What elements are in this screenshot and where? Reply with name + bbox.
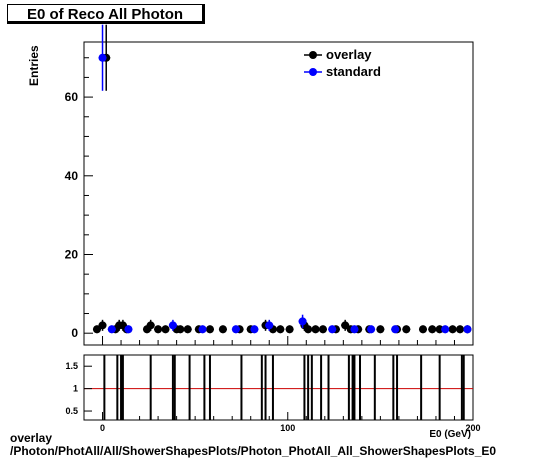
standard-point <box>250 325 259 334</box>
ratio-x-axis-label: E0 (GeV) <box>429 429 471 440</box>
standard-point <box>463 325 472 334</box>
ratio-plot-frame <box>83 354 474 421</box>
overlay-point <box>276 325 285 334</box>
overlay-point <box>341 321 350 330</box>
overlay-point <box>304 325 313 334</box>
y-tick-label: 40 <box>65 169 79 183</box>
legend: overlay standard <box>304 47 381 79</box>
ratio-x-axis: 0 100 200 <box>83 412 481 433</box>
standard-point <box>391 325 400 334</box>
footer-line-1: overlay <box>10 431 53 445</box>
ratio-bars <box>103 355 465 420</box>
overlay-point <box>435 325 444 334</box>
main-plot-frame <box>83 41 474 346</box>
standard-point <box>231 325 240 334</box>
overlay-point <box>311 325 320 334</box>
overlay-point <box>285 325 294 334</box>
legend-standard-marker <box>309 68 317 76</box>
overlay-point <box>376 325 385 334</box>
standard-point <box>441 325 450 334</box>
overlay-point <box>98 321 107 330</box>
overlay-point <box>205 325 214 334</box>
footer: overlay /Photon/PhotAll/All/ShowerShapes… <box>10 432 496 458</box>
main-y-axis: 0 20 40 60 <box>65 57 93 340</box>
ratio-x-tick-label: 200 <box>465 423 480 433</box>
chart-title-box: E0 of Reco All Photon <box>7 4 205 24</box>
chart-title: E0 of Reco All Photon <box>26 6 184 23</box>
standard-point <box>328 325 337 334</box>
y-tick-label: 20 <box>65 247 79 261</box>
overlay-point <box>183 325 192 334</box>
overlay-point <box>154 325 163 334</box>
main-data-points <box>92 24 472 334</box>
overlay-point <box>92 325 101 334</box>
ratio-y-axis: 0.5 1 1.5 <box>65 361 92 416</box>
standard-point <box>168 321 177 330</box>
y-tick-label: 60 <box>65 90 79 104</box>
overlay-point <box>428 325 437 334</box>
overlay-point <box>402 325 411 334</box>
ratio-y-tick-label: 0.5 <box>65 406 78 416</box>
ratio-y-tick-label: 1.5 <box>65 361 78 371</box>
overlay-point <box>318 325 327 334</box>
overlay-point <box>448 325 457 334</box>
standard-point <box>107 325 116 334</box>
standard-point <box>124 325 133 334</box>
footer-line-2: /Photon/PhotAll/All/ShowerShapesPlots/Ph… <box>10 444 497 458</box>
main-x-axis <box>83 336 474 345</box>
overlay-point <box>146 321 155 330</box>
standard-point <box>298 317 307 326</box>
overlay-point <box>176 325 185 334</box>
ratio-x-tick-label: 0 <box>100 423 105 433</box>
overlay-point <box>218 325 227 334</box>
legend-standard-label: standard <box>326 64 381 79</box>
overlay-point <box>161 325 170 334</box>
legend-overlay-marker <box>309 51 317 59</box>
overlay-point <box>418 325 427 334</box>
standard-point <box>367 325 376 334</box>
y-tick-label: 0 <box>71 326 78 340</box>
standard-point <box>350 325 359 334</box>
standard-point <box>265 321 274 330</box>
standard-point <box>198 325 207 334</box>
ratio-y-tick-label: 1 <box>73 384 78 394</box>
legend-overlay-label: overlay <box>326 47 372 62</box>
overlay-point <box>456 325 465 334</box>
ratio-x-tick-label: 100 <box>280 423 295 433</box>
standard-point <box>98 53 107 62</box>
y-axis-label: Entries <box>27 45 41 86</box>
